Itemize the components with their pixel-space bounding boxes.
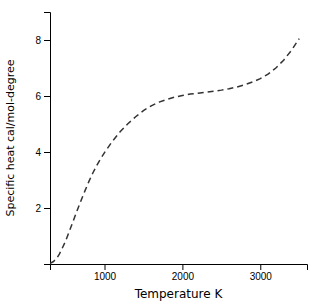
x-axis: 1000 2000 3000 (51, 264, 308, 282)
chart: 1000 2000 3000 2 4 6 8 Temperature K Specific he… (0, 0, 323, 306)
tick-label: 8 (35, 35, 41, 46)
tick-label: 2000 (172, 271, 195, 282)
plot-area: 1000 2000 3000 2 4 6 8 (35, 13, 307, 283)
y-axis-title: Specific heat cal/mol-degree (4, 59, 17, 216)
tick: 2000 (172, 264, 195, 282)
tick-mark (44, 96, 50, 97)
tick-mark (105, 264, 106, 270)
series (50, 39, 299, 264)
tick-mark (260, 264, 261, 270)
axis-line (44, 13, 51, 265)
tick-mark (44, 152, 50, 153)
tick-label: 1000 (94, 271, 117, 282)
tick: 2 (35, 203, 50, 214)
tick-mark (44, 40, 50, 41)
tick-label: 2 (35, 203, 41, 214)
tick: 1000 (94, 264, 117, 282)
tick: 3000 (250, 264, 273, 282)
axis-line (51, 265, 308, 271)
tick-mark (182, 264, 183, 270)
tick: 8 (35, 35, 50, 46)
tick: 4 (35, 147, 50, 158)
tick-label: 3000 (250, 271, 273, 282)
line (50, 39, 299, 264)
tick-label: 4 (35, 147, 41, 158)
tick-mark (44, 208, 50, 209)
y-axis: 2 4 6 8 (35, 13, 50, 265)
x-axis-title: Temperature K (134, 287, 224, 301)
tick-label: 6 (35, 91, 41, 102)
tick: 6 (35, 91, 50, 102)
